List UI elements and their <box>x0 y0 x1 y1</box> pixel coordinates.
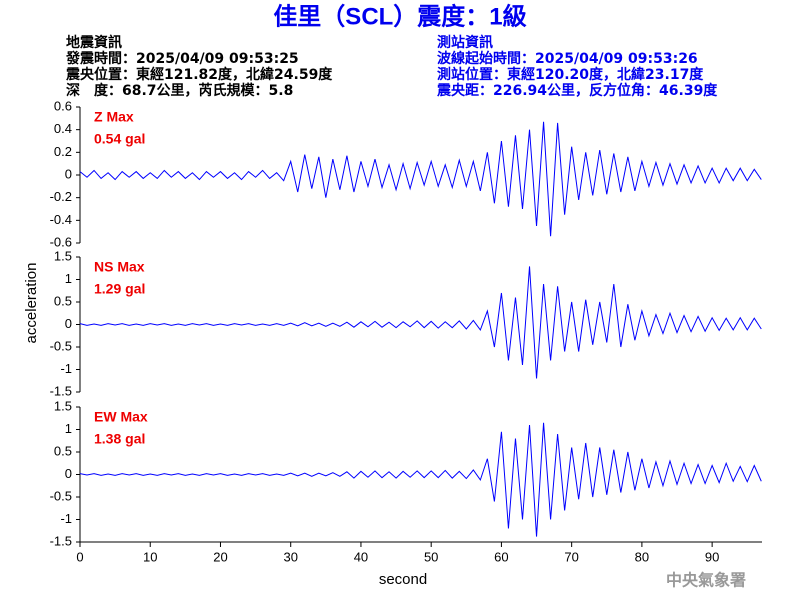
waveform <box>79 266 762 379</box>
x-axis-label: second <box>379 571 427 588</box>
y-tick-label: 1.5 <box>54 248 72 263</box>
y-tick-label: 1 <box>65 421 72 436</box>
station-line: 震央距：226.94公里，反方位角：46.39度 <box>436 82 718 99</box>
waveform <box>79 422 762 537</box>
x-tick-label: 0 <box>76 549 83 564</box>
x-tick-label: 60 <box>494 549 508 564</box>
y-tick-label: -0.5 <box>50 488 72 503</box>
watermark: 中央氣象署 <box>666 571 746 590</box>
x-tick-label: 30 <box>283 549 297 564</box>
x-tick-label: 80 <box>635 549 649 564</box>
y-tick-label: -0.4 <box>50 212 72 227</box>
station-line: 波線起始時間：2025/04/09 09:53:26 <box>437 50 698 67</box>
max-label: 1.38 gal <box>94 431 145 447</box>
y-tick-label: 0 <box>65 316 72 331</box>
y-tick-label: -0.6 <box>50 234 72 249</box>
chart-title: 佳里（SCL）震度：1級 <box>273 2 526 30</box>
x-tick-label: 70 <box>564 549 578 564</box>
y-tick-label: -1.5 <box>50 383 72 398</box>
y-tick-label: 0 <box>65 466 72 481</box>
y-tick-label: 0 <box>65 166 72 181</box>
station-heading: 測站資訊 <box>437 34 493 51</box>
max-label: 0.54 gal <box>94 131 145 147</box>
x-tick-label: 50 <box>424 549 438 564</box>
y-tick-label: 1.5 <box>54 398 72 413</box>
event-line: 發震時間：2025/04/09 09:53:25 <box>65 50 299 67</box>
x-tick-label: 10 <box>143 549 157 564</box>
x-tick-label: 90 <box>705 549 719 564</box>
y-tick-label: 1 <box>65 271 72 286</box>
y-tick-label: -1 <box>60 361 72 376</box>
series-label: Z Max <box>94 109 134 125</box>
y-tick-label: 0.4 <box>54 121 72 136</box>
y-tick-label: 0.6 <box>54 98 72 113</box>
waveform <box>79 121 762 237</box>
max-label: 1.29 gal <box>94 281 145 297</box>
y-tick-label: 0.5 <box>54 293 72 308</box>
event-heading: 地震資訊 <box>66 34 122 51</box>
station-line: 測站位置：東經120.20度，北緯23.17度 <box>437 66 704 83</box>
y-tick-label: -1.5 <box>50 533 72 548</box>
series-label: EW Max <box>94 409 148 425</box>
y-tick-label: -1 <box>60 511 72 526</box>
y-axis-label: acceleration <box>23 263 40 344</box>
y-tick-label: 0.2 <box>54 144 72 159</box>
y-tick-label: 0.5 <box>54 443 72 458</box>
event-line: 深 度：68.7公里，芮氏規模：5.8 <box>66 82 293 99</box>
series-label: NS Max <box>94 259 145 275</box>
x-tick-label: 40 <box>354 549 368 564</box>
x-tick-label: 20 <box>213 549 227 564</box>
event-line: 震央位置：東經121.82度，北緯24.59度 <box>65 66 333 83</box>
y-tick-label: -0.2 <box>50 189 72 204</box>
y-tick-label: -0.5 <box>50 338 72 353</box>
